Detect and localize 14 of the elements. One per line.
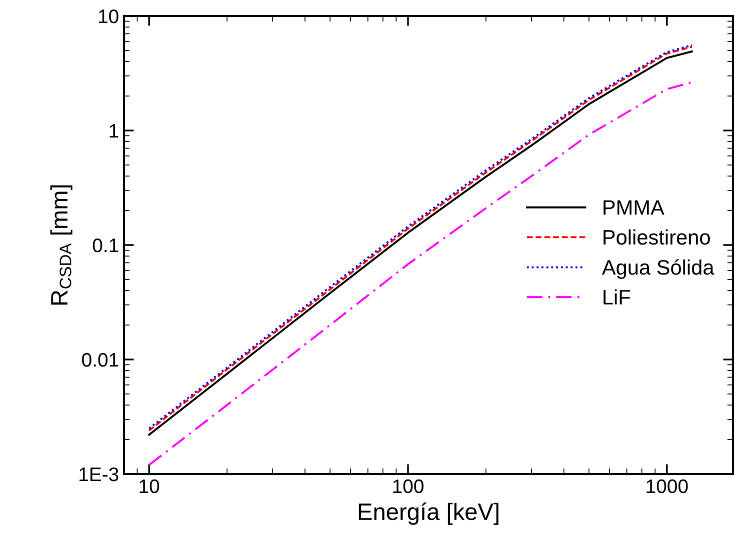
legend-label: Agua Sólida (602, 259, 714, 279)
legend-label: Poliestireno (604, 229, 710, 245)
legend-label: PMMA (604, 200, 664, 215)
x-tick-label: 100 (393, 479, 424, 494)
y-tick-label: 0.1 (92, 238, 118, 252)
y-axis-title: R$_{CSDA}$ [mm] (50, 185, 72, 305)
legend-label: LiF (604, 289, 630, 304)
y-tick-label: 0.01 (82, 352, 118, 367)
y-tick-label: 1 (110, 124, 118, 138)
y-tick-label: 10 (98, 9, 118, 24)
x-axis-title: Energía [keV] (358, 502, 498, 525)
x-tick-label: 10 (140, 479, 160, 494)
y-tick-label: 1E-3 (80, 467, 118, 482)
x-tick-label: 1000 (646, 479, 688, 494)
